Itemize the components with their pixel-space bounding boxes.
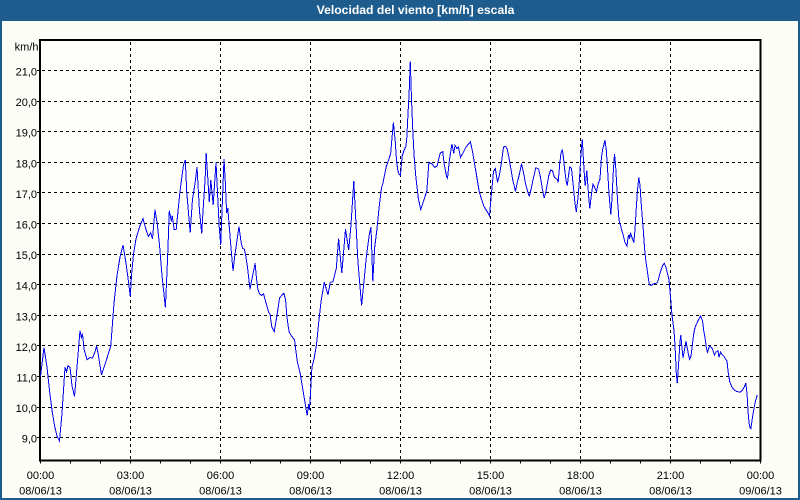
svg-text:12,0: 12,0	[16, 342, 37, 354]
svg-text:km/h: km/h	[15, 42, 39, 54]
svg-text:11,0: 11,0	[16, 373, 37, 385]
svg-text:09:00: 09:00	[297, 470, 325, 482]
svg-text:08/06/13: 08/06/13	[469, 486, 512, 498]
svg-text:19,0: 19,0	[16, 128, 37, 140]
svg-text:08/06/13: 08/06/13	[109, 486, 152, 498]
svg-text:15,0: 15,0	[16, 250, 37, 262]
svg-text:10,0: 10,0	[16, 403, 37, 415]
svg-text:00:00: 00:00	[747, 470, 775, 482]
svg-text:08/06/13: 08/06/13	[559, 486, 602, 498]
svg-text:14,0: 14,0	[16, 281, 37, 293]
svg-text:00:00: 00:00	[27, 470, 55, 482]
svg-text:15:00: 15:00	[477, 470, 505, 482]
svg-text:08/06/13: 08/06/13	[289, 486, 332, 498]
svg-text:21:00: 21:00	[657, 470, 685, 482]
svg-text:21,0: 21,0	[16, 67, 37, 79]
svg-text:18,0: 18,0	[16, 158, 37, 170]
svg-text:06:00: 06:00	[207, 470, 235, 482]
svg-text:08/06/13: 08/06/13	[19, 486, 62, 498]
svg-text:03:00: 03:00	[117, 470, 145, 482]
svg-text:9,0: 9,0	[22, 434, 37, 446]
svg-text:18:00: 18:00	[567, 470, 595, 482]
svg-text:08/06/13: 08/06/13	[649, 486, 692, 498]
svg-text:20,0: 20,0	[16, 97, 37, 109]
svg-text:08/06/13: 08/06/13	[379, 486, 422, 498]
svg-text:12:00: 12:00	[387, 470, 415, 482]
svg-text:09/06/13: 09/06/13	[739, 486, 782, 498]
svg-text:17,0: 17,0	[16, 189, 37, 201]
svg-text:08/06/13: 08/06/13	[199, 486, 242, 498]
svg-text:13,0: 13,0	[16, 311, 37, 323]
svg-text:16,0: 16,0	[16, 220, 37, 232]
